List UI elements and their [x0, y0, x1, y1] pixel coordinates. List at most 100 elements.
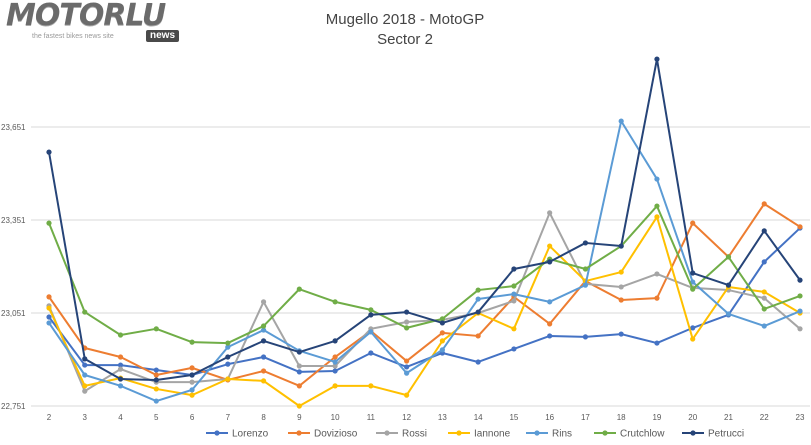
data-point-petrucci	[82, 356, 88, 362]
x-tick-label: 14	[474, 413, 483, 422]
data-point-crutchlow	[368, 307, 374, 313]
logo-tagline: the fastest bikes news site	[32, 33, 114, 40]
data-point-crutchlow	[296, 286, 302, 292]
data-point-petrucci	[189, 372, 195, 378]
legend-item-rossi: Rossi	[376, 429, 427, 440]
x-tick-label: 3	[83, 413, 88, 422]
data-point-petrucci	[404, 309, 410, 315]
data-point-rossi	[618, 284, 624, 290]
data-point-iannone	[690, 336, 696, 342]
logo-wordmark: MOTORLU	[6, 0, 166, 33]
series-lorenzo	[46, 225, 803, 378]
data-point-petrucci	[654, 56, 660, 62]
x-tick-label: 21	[724, 413, 733, 422]
x-tick-label: 9	[297, 413, 302, 422]
data-point-iannone	[618, 269, 624, 275]
data-point-lorenzo	[475, 359, 481, 365]
series-line-lorenzo	[48, 227, 801, 376]
x-tick-label: 15	[509, 413, 518, 422]
legend-marker-rossi	[384, 430, 390, 436]
series-rins	[46, 118, 803, 404]
data-point-crutchlow	[153, 326, 159, 332]
data-point-rossi	[797, 326, 803, 332]
data-point-crutchlow	[189, 339, 195, 345]
legend-item-rins: Rins	[526, 429, 572, 440]
y-tick-label: 23,651	[1, 123, 26, 132]
series-line-iannone	[48, 215, 801, 407]
x-tick-label: 7	[226, 413, 231, 422]
legend-label: Iannone	[474, 429, 511, 440]
data-point-crutchlow	[475, 287, 481, 293]
data-point-rossi	[189, 379, 195, 385]
data-point-dovizioso	[439, 330, 445, 336]
chart-title: Mugello 2018 - MotoGP	[326, 11, 484, 28]
x-tick-label: 4	[118, 413, 123, 422]
data-point-petrucci	[618, 243, 624, 249]
data-point-dovizioso	[46, 294, 52, 300]
data-point-iannone	[547, 243, 553, 249]
data-point-dovizioso	[475, 333, 481, 339]
data-point-crutchlow	[225, 340, 231, 346]
data-point-iannone	[761, 289, 767, 295]
data-point-lorenzo	[511, 346, 517, 352]
legend-marker-lorenzo	[214, 430, 220, 436]
data-point-lorenzo	[547, 333, 553, 339]
data-point-petrucci	[547, 259, 553, 265]
data-point-petrucci	[296, 349, 302, 355]
legend-marker-petrucci	[690, 430, 696, 436]
x-tick-label: 2	[47, 413, 52, 422]
data-point-lorenzo	[654, 340, 660, 346]
data-point-dovizioso	[690, 220, 696, 226]
data-point-rins	[725, 311, 732, 317]
y-tick-label: 23,051	[1, 309, 26, 318]
legend-marker-rins	[534, 430, 540, 436]
data-point-lorenzo	[46, 314, 52, 320]
data-point-petrucci	[332, 338, 338, 344]
legend-marker-iannone	[456, 430, 462, 436]
data-point-rins	[654, 176, 660, 182]
data-point-crutchlow	[439, 316, 445, 322]
data-point-rins	[153, 398, 159, 404]
data-point-lorenzo	[225, 361, 231, 367]
legend-item-crutchlow: Crutchlow	[594, 429, 665, 440]
data-point-rossi	[82, 388, 88, 394]
data-point-crutchlow	[117, 332, 124, 338]
data-point-dovizioso	[797, 224, 803, 230]
x-tick-label: 16	[545, 413, 554, 422]
x-tick-label: 13	[438, 413, 447, 422]
data-point-petrucci	[690, 270, 696, 276]
y-tick-label: 23,351	[1, 216, 26, 225]
data-point-dovizioso	[654, 295, 660, 301]
data-point-petrucci	[797, 277, 803, 283]
data-point-lorenzo	[404, 364, 410, 370]
data-point-lorenzo	[368, 350, 374, 356]
data-point-petrucci	[368, 312, 374, 318]
data-point-petrucci	[439, 320, 445, 326]
data-point-rins	[511, 291, 517, 297]
data-point-crutchlow	[690, 286, 696, 292]
data-point-dovizioso	[618, 297, 624, 303]
data-point-lorenzo	[260, 354, 267, 360]
data-point-petrucci	[46, 149, 52, 155]
data-point-crutchlow	[654, 203, 660, 209]
data-point-dovizioso	[547, 321, 553, 327]
data-point-crutchlow	[46, 220, 52, 226]
data-point-rossi	[547, 210, 553, 216]
legend-label: Petrucci	[708, 429, 744, 440]
x-tick-label: 23	[796, 413, 805, 422]
data-point-iannone	[654, 214, 660, 220]
data-point-crutchlow	[260, 323, 267, 329]
legend-marker-dovizioso	[296, 430, 302, 436]
data-point-rossi	[296, 363, 302, 369]
legend-label: Crutchlow	[620, 429, 665, 440]
legend-marker-crutchlow	[602, 430, 608, 436]
data-point-petrucci	[761, 228, 767, 234]
data-point-rins	[368, 329, 374, 335]
data-point-iannone	[189, 392, 195, 398]
series-petrucci	[46, 56, 803, 383]
x-tick-label: 12	[402, 413, 411, 422]
x-tick-label: 19	[652, 413, 661, 422]
data-point-petrucci	[511, 266, 517, 272]
data-point-iannone	[225, 376, 231, 382]
